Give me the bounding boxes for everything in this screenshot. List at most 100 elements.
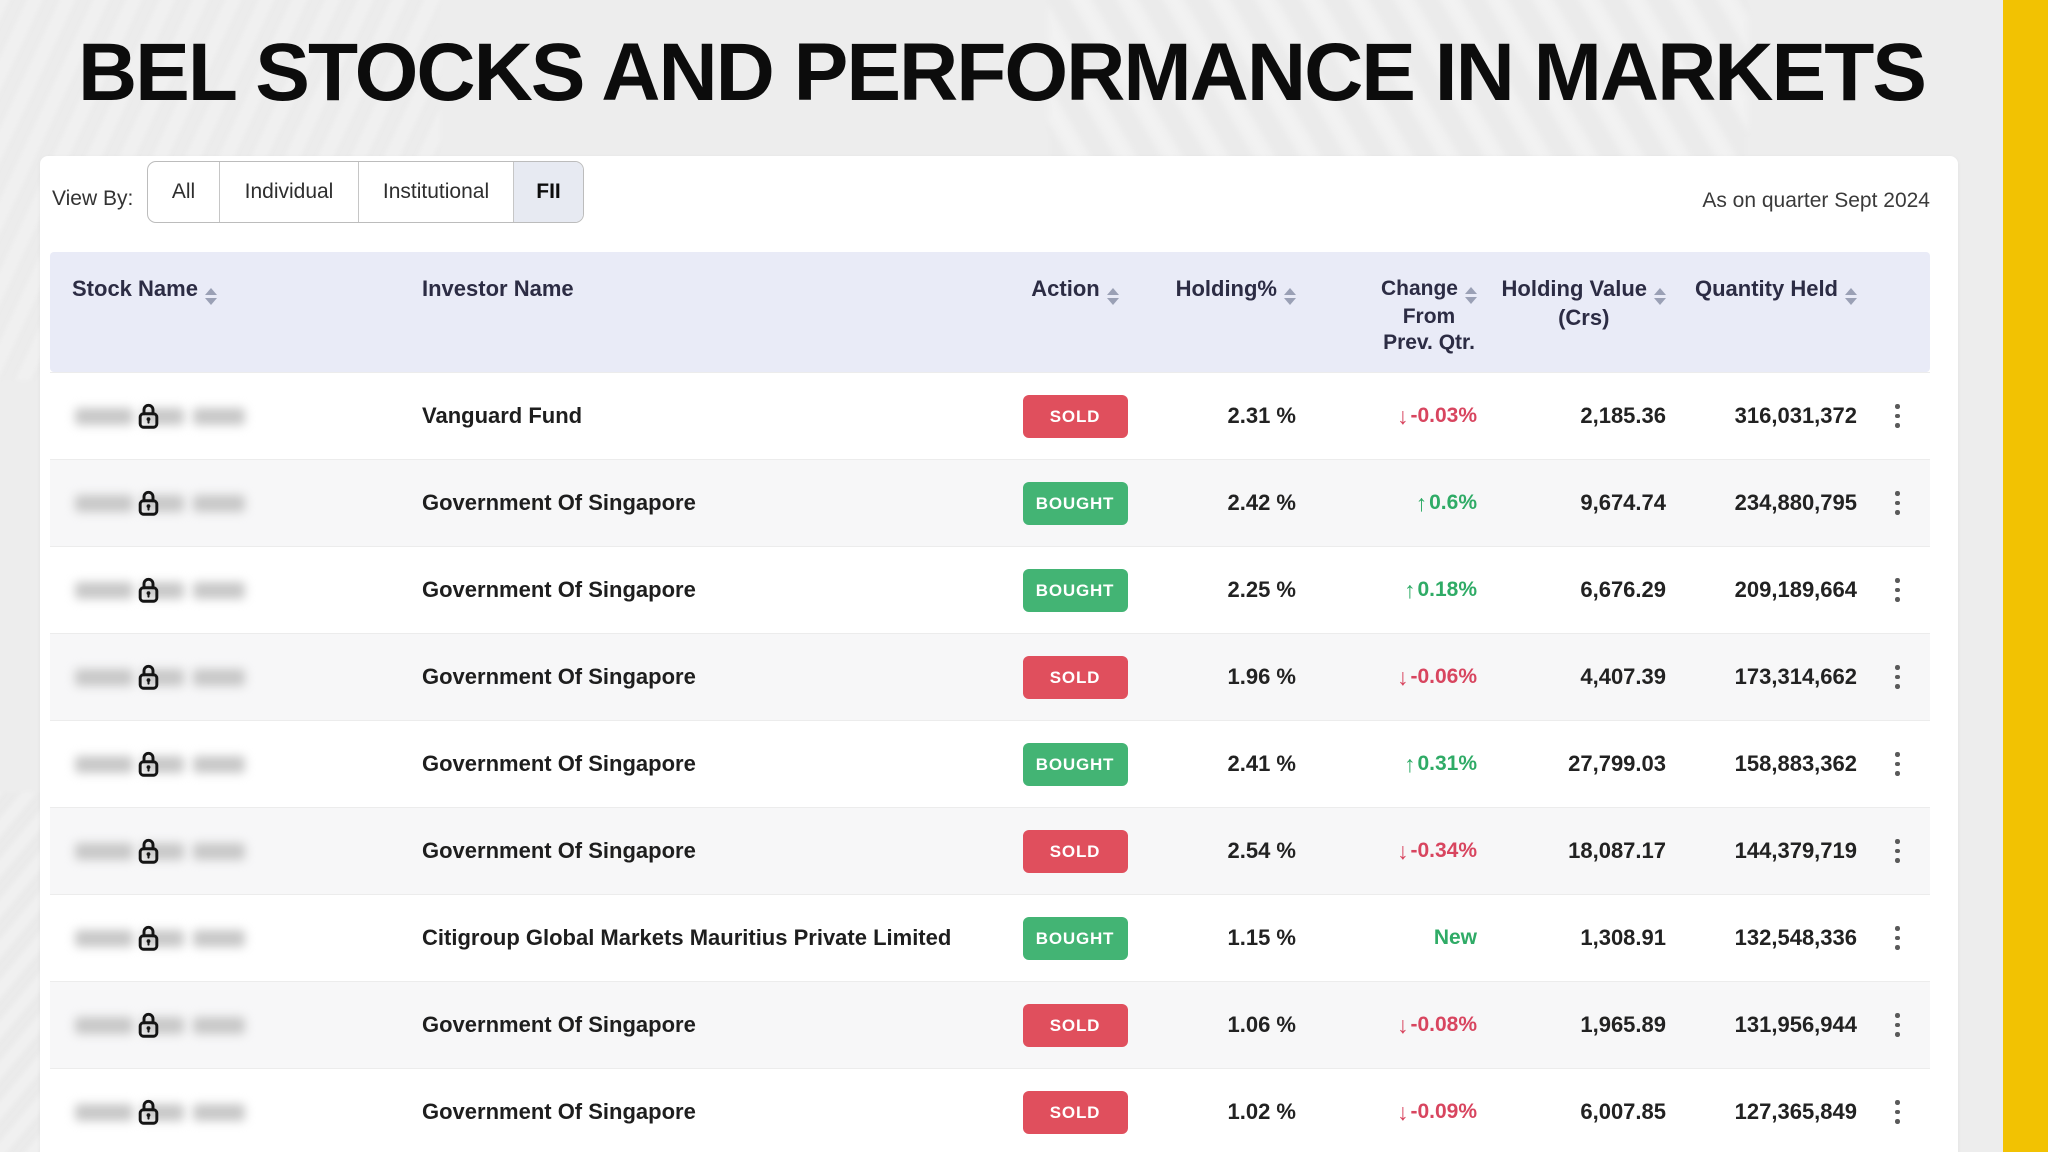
kebab-menu-icon[interactable] [1889,485,1906,521]
kebab-menu-icon[interactable] [1889,1094,1906,1130]
table-row: Government Of Singapore BOUGHT 2.42 % ↑ … [50,459,1930,546]
row-menu-cell [1865,373,1930,459]
action-badge: BOUGHT [1022,481,1128,525]
table-row: Government Of Singapore SOLD 2.54 % ↓ -0… [50,807,1930,894]
stock-name-cell-locked[interactable] [50,634,400,720]
row-menu-cell [1865,808,1930,894]
change-from-prev-qtr: ↓ -0.06% [1396,663,1477,690]
sort-icon [1465,287,1477,304]
row-menu-cell [1865,721,1930,807]
sort-icon [204,288,217,305]
tab-all[interactable]: All [171,180,196,203]
holding-value-crs: 4,407.39 [1580,664,1666,689]
lock-icon [135,836,162,867]
table-row: Government Of Singapore SOLD 1.96 % ↓ -0… [50,633,1930,720]
action-cell: BOUGHT [1010,721,1140,807]
stock-name-cell-locked[interactable] [50,373,400,459]
holding-percent: 1.02 % [1227,1099,1297,1124]
action-cell: BOUGHT [1010,895,1140,981]
stock-name-cell-locked[interactable] [50,1069,400,1152]
change-from-prev-qtr: ↑ 0.18% [1403,576,1477,603]
lock-icon [135,575,162,606]
column-header-change-from-prev-qtr[interactable]: Change From Prev. Qtr. [1310,252,1495,372]
kebab-menu-icon[interactable] [1889,659,1906,695]
content-card: View By: All Individual Institutional FI… [40,156,1958,1152]
holding-value-crs: 1,965.89 [1580,1012,1666,1037]
action-cell: SOLD [1010,634,1140,720]
holdings-table: Stock Name Investor Name Action Holding%… [50,252,1930,1152]
tab-individual[interactable]: Individual [219,162,358,222]
blurred-stock-name [75,668,245,686]
lock-icon [135,749,162,780]
blurred-stock-name [75,494,245,512]
investor-name: Government Of Singapore [422,577,696,602]
lock-icon [135,488,162,519]
investor-name: Vanguard Fund [422,403,583,428]
investor-name: Citigroup Global Markets Mauritius Priva… [422,925,952,950]
quantity-held: 316,031,372 [1734,403,1857,428]
stock-name-cell-locked[interactable] [50,460,400,546]
stock-name-cell-locked[interactable] [50,547,400,633]
investor-name: Government Of Singapore [422,1012,696,1037]
action-badge: BOUGHT [1022,742,1128,786]
holding-percent: 1.15 % [1227,925,1297,950]
action-badge: SOLD [1022,655,1128,699]
lock-icon [135,662,162,693]
column-header-stock-name[interactable]: Stock Name [50,252,400,372]
yellow-accent-bar [2003,0,2048,1152]
holding-percent: 2.42 % [1227,490,1297,515]
column-header-quantity-held[interactable]: Quantity Held [1680,252,1865,372]
filter-bar: View By: All Individual Institutional FI… [40,156,1958,252]
action-badge: BOUGHT [1022,916,1128,960]
investor-name: Government Of Singapore [422,751,696,776]
action-badge: SOLD [1022,1090,1128,1134]
investor-name: Government Of Singapore [422,490,696,515]
stock-name-cell-locked[interactable] [50,982,400,1068]
tab-fii[interactable]: FII [513,162,583,222]
action-badge: SOLD [1022,394,1128,438]
column-header-menu-spacer [1865,252,1930,372]
stock-name-cell-locked[interactable] [50,808,400,894]
change-from-prev-qtr: ↑ 0.6% [1415,489,1477,516]
tab-institutional[interactable]: Institutional [358,162,513,222]
change-from-prev-qtr: ↓ -0.09% [1396,1098,1477,1125]
lock-icon [135,401,162,432]
column-header-holding-value[interactable]: Holding Value (Crs) [1495,252,1680,372]
change-direction-icon: ↑ [1403,750,1416,777]
lock-icon [135,1010,162,1041]
page-title: BEL STOCKS AND PERFORMANCE IN MARKETS [77,27,1927,118]
kebab-menu-icon[interactable] [1889,572,1906,608]
column-header-action[interactable]: Action [1010,252,1140,372]
kebab-menu-icon[interactable] [1889,746,1906,782]
change-direction-icon: ↓ [1396,837,1409,864]
table-row: Vanguard Fund SOLD 2.31 % ↓ -0.03% 2,185… [50,372,1930,459]
quantity-held: 144,379,719 [1734,838,1857,863]
quantity-held: 131,956,944 [1734,1012,1857,1037]
change-from-prev-qtr: New [1433,926,1477,949]
change-direction-icon: ↑ [1403,576,1416,603]
table-row: Government Of Singapore BOUGHT 2.41 % ↑ … [50,720,1930,807]
sort-icon [1845,288,1857,305]
holding-percent: 2.54 % [1227,838,1297,863]
change-from-prev-qtr: ↓ -0.03% [1396,402,1477,429]
action-cell: SOLD [1010,1069,1140,1152]
stock-name-cell-locked[interactable] [50,895,400,981]
kebab-menu-icon[interactable] [1889,920,1906,956]
column-header-holding-percent[interactable]: Holding% [1140,252,1310,372]
holding-value-crs: 6,007.85 [1580,1099,1666,1124]
change-direction-icon: ↓ [1396,1011,1409,1038]
kebab-menu-icon[interactable] [1889,1007,1906,1043]
stock-name-cell-locked[interactable] [50,721,400,807]
action-badge: SOLD [1022,1003,1128,1047]
change-direction-icon: ↓ [1396,663,1409,690]
change-direction-icon: ↓ [1396,402,1409,429]
quantity-held: 158,883,362 [1734,751,1857,776]
kebab-menu-icon[interactable] [1889,833,1906,869]
kebab-menu-icon[interactable] [1889,398,1906,434]
action-badge: SOLD [1022,829,1128,873]
holding-value-crs: 1,308.91 [1580,925,1666,950]
holding-value-crs: 6,676.29 [1580,577,1666,602]
action-cell: BOUGHT [1010,460,1140,546]
holding-percent: 1.06 % [1227,1012,1297,1037]
sort-icon [1284,288,1296,305]
